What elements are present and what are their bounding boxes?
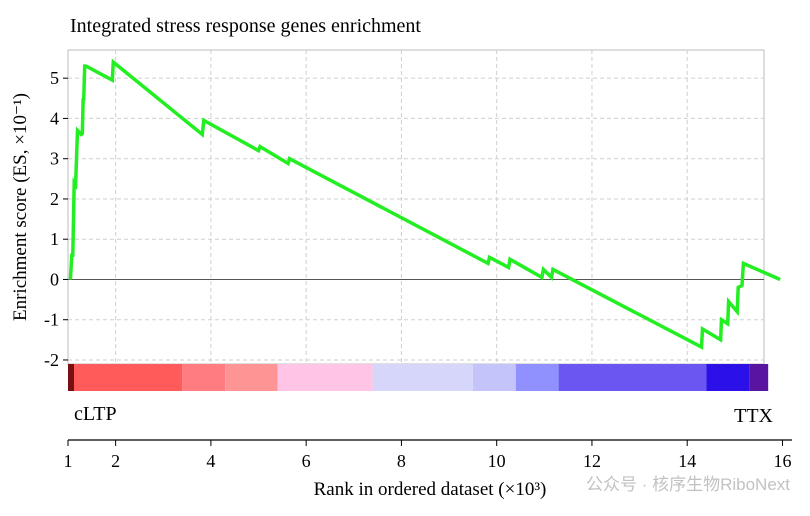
- x-tick-label: 10: [488, 451, 506, 471]
- y-tick-label: -1: [44, 310, 59, 330]
- colorbar-segment: [182, 364, 226, 391]
- y-tick-label: -2: [44, 350, 59, 370]
- y-tick-label: 3: [50, 149, 59, 169]
- colorbar-segment: [277, 364, 373, 391]
- watermark-text: 公众号 · 核序生物RiboNext: [586, 475, 790, 494]
- phenotype-left-label: cLTP: [74, 403, 117, 425]
- y-tick-label: 2: [50, 189, 59, 209]
- x-tick-label: 12: [583, 451, 601, 471]
- y-tick-label: 4: [50, 108, 59, 128]
- plot-frame: [67, 49, 765, 365]
- x-tick-label: 2: [111, 451, 120, 471]
- colorbar-segment: [225, 364, 278, 391]
- x-axis-ticks: 1 2 4 6 8 10 12 14 16: [64, 440, 791, 471]
- y-tick-label: 5: [50, 68, 59, 88]
- colorbar-segment: [706, 364, 750, 391]
- x-tick-label: 1: [64, 451, 73, 471]
- y-axis-label: Enrichment score (ES, ×10⁻¹): [10, 93, 31, 321]
- series-layer: [68, 58, 781, 350]
- x-tick-label: 4: [206, 451, 215, 471]
- colorbar-segment: [74, 364, 183, 391]
- phenotype-right-label: TTX: [734, 405, 773, 427]
- colorbar-segment: [749, 364, 769, 391]
- colorbar-segment: [472, 364, 516, 391]
- y-tick-label: 1: [50, 229, 59, 249]
- colorbar-segment: [515, 364, 559, 391]
- colorbar-segment: [372, 364, 473, 391]
- x-tick-label: 6: [302, 451, 311, 471]
- colorbar-segment: [558, 364, 707, 391]
- x-axis-label: Rank in ordered dataset (×10³): [314, 479, 547, 500]
- rank-colorbar: [68, 364, 769, 391]
- enrichment-score-line: [68, 58, 781, 350]
- chart-title: Integrated stress response genes enrichm…: [70, 15, 421, 37]
- colorbar-edge: [68, 364, 74, 391]
- y-axis-ticks: -2 -1 0 1 2 3 4 5: [44, 68, 68, 370]
- x-tick-label: 8: [397, 451, 406, 471]
- y-tick-label: 0: [50, 269, 59, 289]
- x-tick-label: 16: [773, 451, 791, 471]
- x-tick-label: 14: [678, 451, 696, 471]
